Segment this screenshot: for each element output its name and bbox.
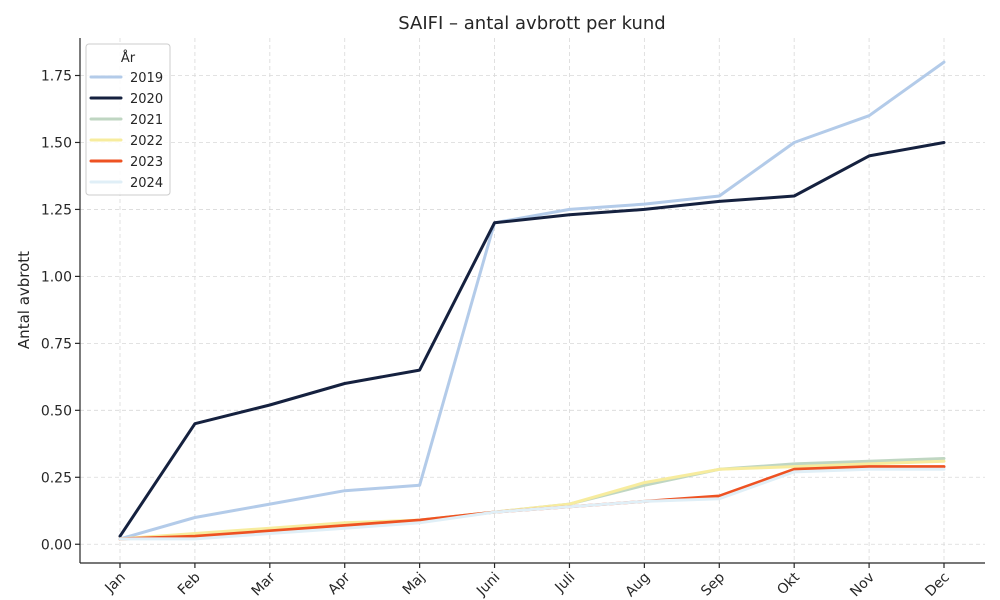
axes: 0.00 0.25 0.50 0.75 1.00 1.25 1.50 1.75 Jan Feb Ma…	[41, 38, 985, 600]
x-tick-label: Jan	[102, 570, 129, 597]
y-tick-label: 0.25	[41, 470, 72, 486]
x-tick-label: Apr	[325, 569, 354, 598]
legend-label-2022: 2022	[130, 134, 163, 149]
y-axis-label: Antal avbrott	[15, 251, 33, 349]
series-lines	[118, 60, 946, 541]
y-tick-label: 1.25	[41, 202, 72, 218]
series-line-2020	[118, 141, 946, 538]
y-tick-label: 0.75	[41, 336, 72, 352]
x-tick-label: Feb	[175, 569, 204, 598]
x-tick-label: Sep	[698, 569, 728, 599]
y-tick-label: 0.00	[41, 537, 72, 553]
legend-label-2019: 2019	[130, 71, 163, 86]
series-line-2024	[118, 467, 946, 541]
legend-label-2020: 2020	[130, 92, 163, 107]
y-tick-label: 0.50	[41, 403, 72, 419]
y-tick-label: 1.00	[41, 269, 72, 285]
legend-label-2023: 2023	[130, 155, 163, 170]
x-tick-label: Maj	[400, 570, 429, 599]
legend-label-2024: 2024	[130, 176, 163, 191]
x-tick-label: Dec	[922, 570, 952, 600]
x-tick-label: Nov	[847, 570, 878, 600]
legend: År 2019 2020 2021 2022 2023 2024	[85, 43, 171, 196]
chart-title: SAIFI – antal avbrott per kund	[398, 13, 665, 34]
x-tick-label: Aug	[623, 570, 654, 600]
legend-box	[85, 43, 171, 196]
legend-label-2021: 2021	[130, 113, 163, 128]
x-tick-label: Okt	[774, 569, 803, 598]
series-line-2022	[118, 459, 946, 541]
legend-title: År	[121, 50, 136, 66]
series-line-2019	[118, 60, 946, 541]
gridlines	[80, 38, 985, 563]
y-tick-label: 1.50	[41, 135, 72, 151]
legend-items: 2019 2020 2021 2022 2023 2024	[89, 71, 163, 191]
x-tick-label: Mar	[249, 569, 279, 599]
x-tick-label: Juni	[473, 570, 503, 600]
x-tick-label: Juli	[552, 570, 579, 597]
y-tick-label: 1.75	[41, 69, 72, 85]
